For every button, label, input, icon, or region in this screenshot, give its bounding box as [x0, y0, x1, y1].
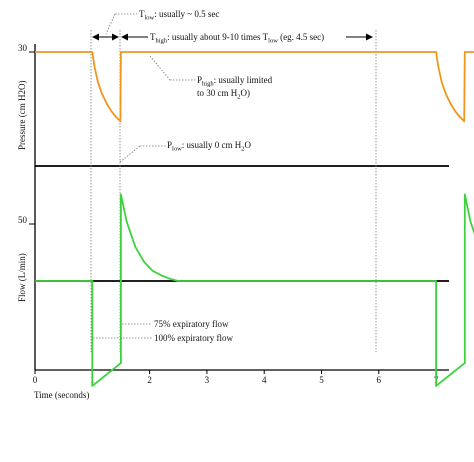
x-tick-label-6: 6 [377, 375, 382, 385]
flow-tick-50: 50 [18, 215, 28, 225]
x-tick-label-3: 3 [205, 375, 210, 385]
phigh-leader-line [149, 55, 171, 81]
flow-series-line [35, 193, 474, 387]
x-tick-label-2: 2 [147, 375, 152, 385]
thigh-annotation: Thigh: usually about 9-10 times Tlow (eg… [150, 32, 324, 45]
phigh-annotation: Phigh: usually limited [197, 75, 273, 88]
x-axis-label: Time (seconds) [34, 390, 89, 400]
x-tick-label-4: 4 [262, 375, 267, 385]
plow-leader-line [119, 145, 141, 163]
x-tick-label-5: 5 [319, 375, 324, 385]
plow-annotation: Plow: usually 0 cm H2O [167, 140, 252, 153]
tlow-leader-drop [105, 13, 116, 35]
tlow-annotation: Tlow: usually ~ 0.5 sec [139, 9, 219, 22]
pressure-axis-label: Pressure (cm H2O) [17, 81, 27, 150]
flow75-annotation: 75% expiratory flow [154, 319, 229, 329]
flow100-annotation: 100% expiratory flow [154, 333, 233, 343]
pressure-series-line [35, 51, 474, 123]
x-tick-label-0: 0 [33, 375, 38, 385]
flow-axis-label: Flow (L/min) [17, 253, 27, 302]
x-ticks-group: 012345678 [33, 370, 439, 385]
phigh-annotation-line2: to 30 cm H2O) [197, 88, 250, 101]
pressure-tick-30: 30 [18, 43, 28, 53]
